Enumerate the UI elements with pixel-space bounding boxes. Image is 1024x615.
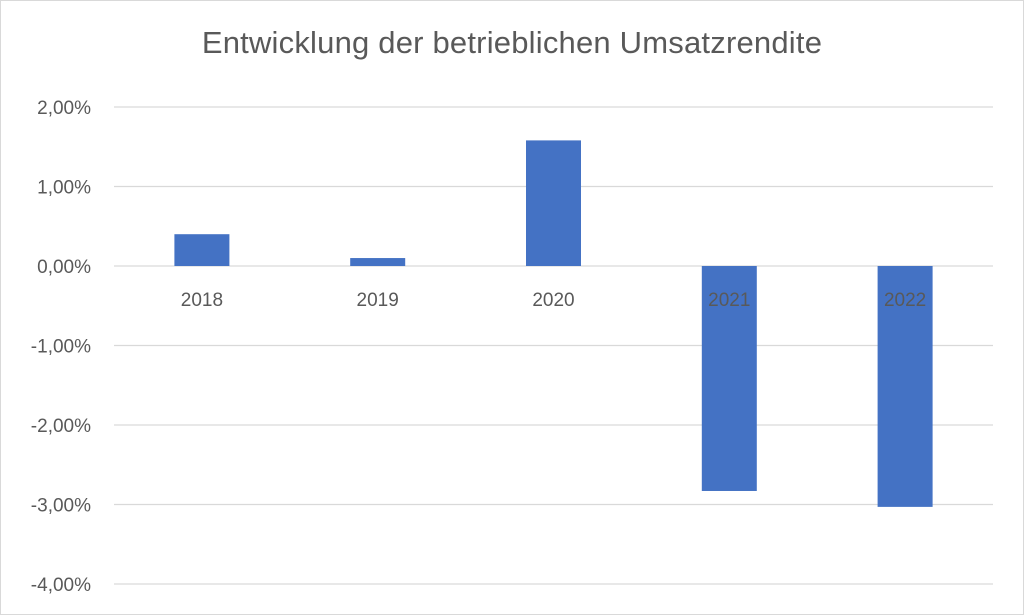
category-label-2022: 2022 bbox=[884, 290, 926, 311]
y-tick-label: -2,00% bbox=[31, 416, 91, 437]
y-tick-label: -3,00% bbox=[31, 496, 91, 517]
y-tick-label: 0,00% bbox=[37, 257, 91, 278]
bars bbox=[174, 140, 933, 507]
y-tick-label: 2,00% bbox=[37, 98, 91, 119]
category-label-2019: 2019 bbox=[357, 290, 399, 311]
bar-2021 bbox=[701, 266, 757, 491]
category-labels: 2018 2019 2020 2021 2022 bbox=[181, 290, 926, 311]
chart-title: Entwicklung der betrieblichen Umsatzrend… bbox=[201, 25, 823, 60]
bar-2018 bbox=[174, 234, 230, 266]
bar-2019 bbox=[350, 258, 406, 266]
category-label-2021: 2021 bbox=[708, 290, 750, 311]
category-label-2020: 2020 bbox=[532, 290, 574, 311]
y-axis-tick-labels: 2,00% 1,00% 0,00% -1,00% -2,00% -3,00% -4,00% bbox=[31, 98, 91, 596]
y-tick-label: 1,00% bbox=[37, 178, 91, 199]
y-tick-label: -4,00% bbox=[31, 575, 91, 596]
bar-2020 bbox=[526, 140, 581, 266]
category-label-2018: 2018 bbox=[181, 290, 223, 311]
y-tick-label: -1,00% bbox=[31, 337, 91, 358]
bar-2022 bbox=[877, 266, 933, 507]
